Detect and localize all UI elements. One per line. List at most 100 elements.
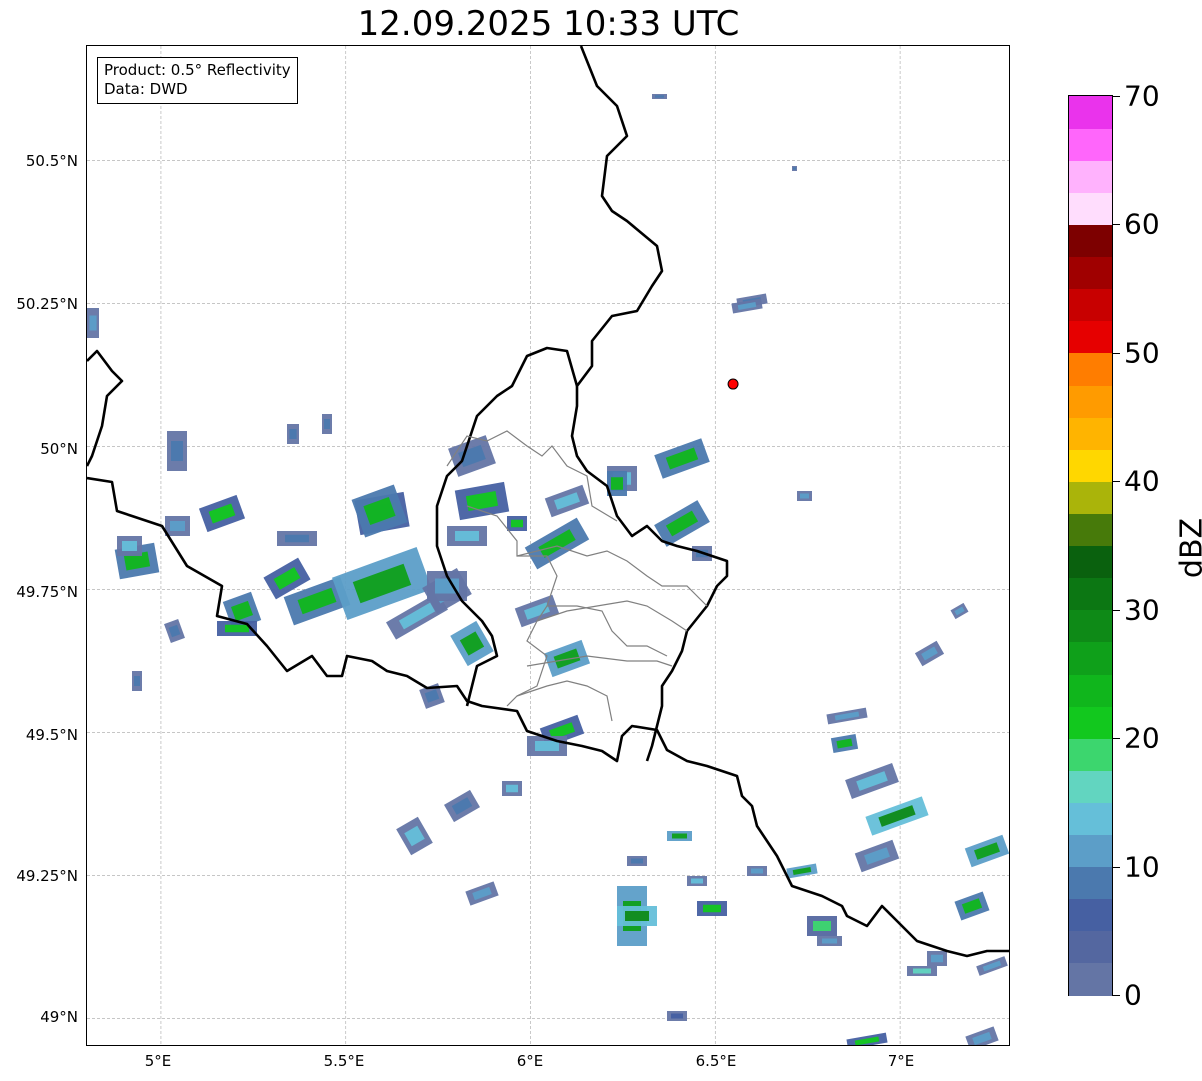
echo-core bbox=[230, 600, 254, 622]
radar-map[interactable] bbox=[86, 45, 1010, 1046]
colorbar-tick-label: 10 bbox=[1124, 850, 1160, 884]
colorbar-tick bbox=[1113, 995, 1120, 996]
data-source-label: Data: DWD bbox=[104, 80, 188, 98]
echo-patch bbox=[652, 94, 667, 99]
colorbar-segment bbox=[1069, 706, 1112, 739]
echo-patch bbox=[845, 763, 899, 799]
colorbar-segment bbox=[1069, 288, 1112, 322]
echo-core bbox=[625, 911, 649, 921]
echo-core bbox=[553, 648, 581, 669]
colorbar-segment bbox=[1069, 160, 1112, 193]
echo-patch bbox=[165, 516, 190, 536]
colorbar-segment bbox=[1069, 673, 1112, 707]
colorbar-segment bbox=[1069, 641, 1112, 675]
colorbar-tick-label: 20 bbox=[1124, 721, 1160, 755]
echo-core bbox=[123, 551, 151, 571]
lon-label-6: 6°E bbox=[516, 1052, 544, 1070]
echo-patch bbox=[954, 891, 990, 921]
echo-patch bbox=[854, 839, 900, 873]
echo-core bbox=[737, 301, 757, 311]
echo-core bbox=[170, 521, 185, 531]
echo-core bbox=[435, 578, 459, 594]
echo-core bbox=[404, 825, 425, 847]
colorbar-tick-label: 60 bbox=[1124, 207, 1160, 241]
echo-patch bbox=[419, 683, 445, 709]
echo-patch bbox=[450, 620, 494, 667]
colorbar-tick bbox=[1113, 866, 1120, 868]
echo-core bbox=[524, 602, 550, 620]
echo-patch bbox=[117, 536, 142, 556]
echo-patch bbox=[667, 1011, 687, 1021]
echo-patch bbox=[198, 494, 246, 533]
district-border bbox=[516, 680, 613, 722]
echo-patch bbox=[617, 906, 657, 926]
colorbar-segment bbox=[1069, 417, 1112, 450]
echo-patch bbox=[747, 866, 767, 876]
colorbar-tick bbox=[1113, 738, 1120, 740]
echo-patch bbox=[907, 966, 937, 976]
lon-label-7: 7°E bbox=[887, 1052, 915, 1070]
colorbar-segment bbox=[1069, 834, 1112, 868]
echo-core bbox=[931, 954, 943, 963]
district-border bbox=[536, 600, 688, 632]
radar-site-layer bbox=[727, 378, 739, 390]
echo-patch bbox=[964, 834, 1009, 868]
colorbar-segment bbox=[1069, 256, 1112, 290]
product-label: Product: 0.5° Reflectivity bbox=[104, 61, 291, 79]
echo-core bbox=[834, 711, 860, 721]
echo-core bbox=[921, 646, 938, 661]
echo-core bbox=[856, 771, 888, 791]
echo-patch bbox=[914, 640, 945, 667]
colorbar-segment bbox=[1069, 192, 1112, 226]
colorbar-segment bbox=[1069, 609, 1112, 643]
colorbar-segment bbox=[1069, 930, 1112, 964]
echo-core bbox=[665, 510, 699, 537]
echo-core bbox=[122, 541, 137, 551]
echo-core bbox=[665, 447, 699, 470]
echo-core bbox=[171, 441, 183, 461]
reflectivity-echoes bbox=[87, 94, 1009, 1045]
colorbar-segment bbox=[1069, 128, 1112, 161]
echo-patch bbox=[826, 707, 868, 725]
colorbar-segment bbox=[1069, 802, 1112, 836]
echo-patch bbox=[448, 435, 496, 477]
echo-core bbox=[554, 492, 580, 510]
colorbar-tick-label: 0 bbox=[1124, 978, 1142, 1012]
echo-core bbox=[511, 519, 523, 528]
echo-core bbox=[703, 904, 721, 913]
colorbar-segment bbox=[1069, 320, 1112, 354]
echo-core bbox=[961, 898, 983, 914]
echo-patch bbox=[792, 166, 797, 171]
echo-core bbox=[631, 858, 643, 864]
echo-patch bbox=[332, 546, 432, 621]
echo-core bbox=[324, 419, 330, 429]
district-border bbox=[526, 655, 673, 667]
echo-patch bbox=[167, 431, 187, 471]
echo-core bbox=[285, 534, 309, 543]
colorbar-unit-label: dBZ bbox=[1174, 517, 1202, 579]
echo-patch bbox=[865, 796, 929, 836]
colorbar-segment bbox=[1069, 866, 1112, 900]
echo-core bbox=[273, 567, 301, 590]
colorbar-segment bbox=[1069, 770, 1112, 803]
echo-core bbox=[751, 868, 763, 874]
colorbar-tick bbox=[1113, 481, 1120, 483]
echo-core bbox=[671, 1013, 683, 1019]
product-info-box: Product: 0.5° Reflectivity Data: DWD bbox=[97, 57, 298, 104]
echo-patch bbox=[132, 671, 142, 691]
lat-label-49-75: 49.75°N bbox=[16, 583, 78, 601]
lat-label-50: 50°N bbox=[40, 440, 78, 458]
colorbar-segment bbox=[1069, 96, 1112, 129]
district-border bbox=[516, 545, 708, 607]
colorbar-segment bbox=[1069, 577, 1112, 611]
echo-patch bbox=[322, 414, 332, 434]
echo-patch bbox=[502, 781, 522, 796]
echo-core bbox=[459, 631, 485, 656]
echo-core bbox=[297, 587, 337, 615]
echo-core bbox=[208, 503, 236, 524]
echo-patch bbox=[697, 901, 727, 916]
echo-core bbox=[836, 738, 853, 749]
colorbar-segment bbox=[1069, 224, 1112, 258]
echo-patch bbox=[807, 916, 837, 936]
radar-site-marker bbox=[727, 378, 739, 390]
